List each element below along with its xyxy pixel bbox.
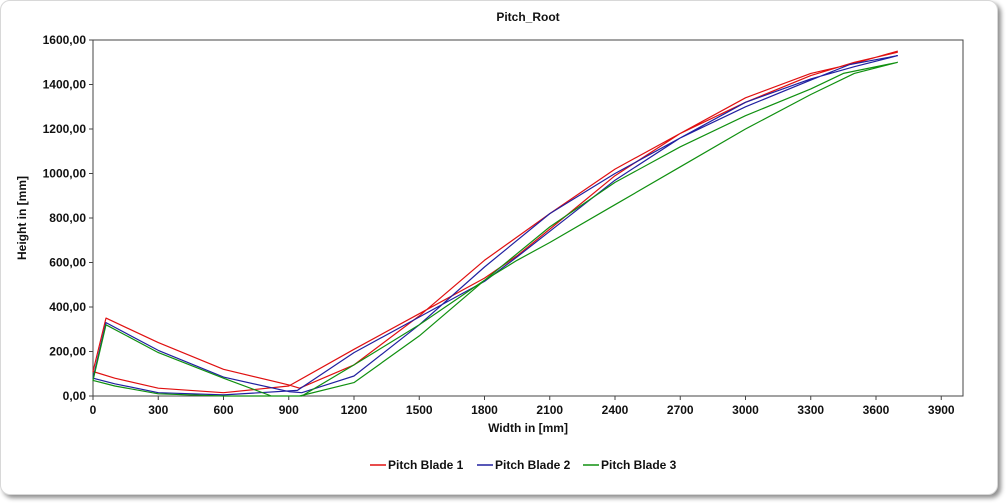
y-tick-label: 200,00 (49, 345, 86, 359)
y-tick-label: 1600,00 (43, 33, 87, 47)
y-tick-label: 0,00 (63, 389, 87, 403)
x-tick-label: 3600 (863, 403, 890, 417)
series-line-3 (92, 61, 898, 397)
legend: Pitch Blade 1 Pitch Blade 2 Pitch Blade 3 (370, 458, 677, 472)
x-axis-label: Width in [mm] (488, 421, 568, 435)
x-tick-label: 300 (148, 403, 168, 417)
y-tick-label: 400,00 (49, 300, 86, 314)
x-tick-label: 1200 (341, 403, 368, 417)
chart-title: Pitch_Root (496, 10, 559, 24)
x-tick-label: 3000 (732, 403, 759, 417)
y-tick-label: 1200,00 (43, 122, 87, 136)
x-tick-label: 3300 (797, 403, 824, 417)
x-tick-label: 1500 (406, 403, 433, 417)
x-tick-label: 1800 (471, 403, 498, 417)
x-tick-label: 3900 (928, 403, 955, 417)
legend-label-2: Pitch Blade 2 (495, 458, 571, 472)
y-tick-label: 600,00 (49, 256, 86, 270)
y-axis-label: Height in [mm] (15, 176, 29, 260)
series-line-1 (92, 50, 898, 394)
x-tick-label: 2700 (667, 403, 694, 417)
legend-label-1: Pitch Blade 1 (388, 458, 464, 472)
x-tick-label: 600 (213, 403, 233, 417)
x-tick-label: 2400 (602, 403, 629, 417)
y-tick-label: 800,00 (49, 211, 86, 225)
y-tick-label: 1000,00 (43, 167, 87, 181)
x-tick-label: 0 (90, 403, 97, 417)
y-axis-ticks: 0,00 200,00 400,00 600,00 800,00 1000,00 1200,… (43, 33, 93, 403)
x-tick-label: 900 (279, 403, 299, 417)
plot-area (92, 39, 964, 397)
y-tick-label: 1400,00 (43, 78, 87, 92)
series-lines (92, 50, 898, 397)
x-tick-label: 2100 (536, 403, 563, 417)
legend-label-3: Pitch Blade 3 (601, 458, 677, 472)
x-axis-ticks: 0 300 600 900 1200 1500 1800 2100 2400 2700 3000 33… (90, 396, 955, 417)
